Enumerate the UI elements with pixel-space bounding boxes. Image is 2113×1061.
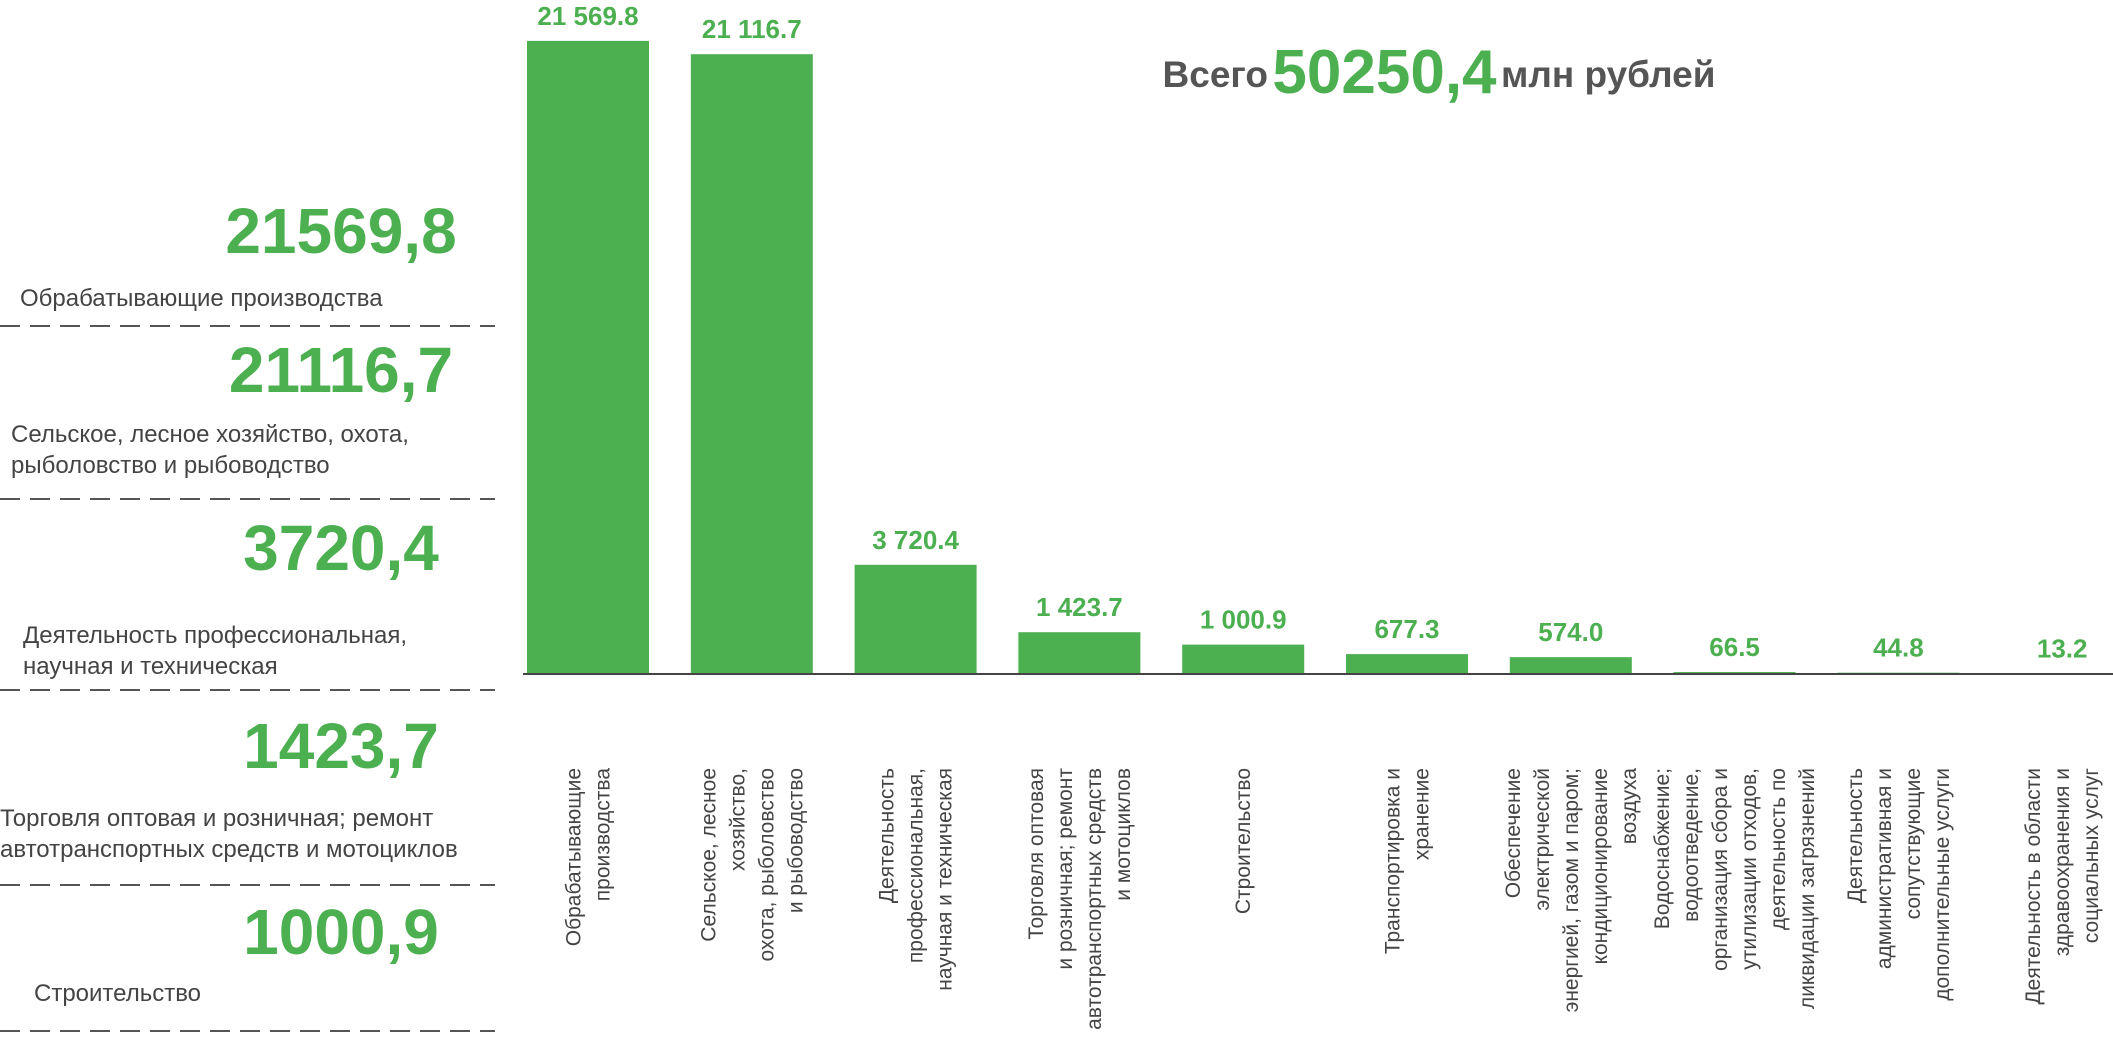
total-value: 50250,4: [1272, 38, 1497, 107]
chart: Всего 50250,4 млн рублей 21569,8 Обрабаты…: [0, 0, 2113, 1061]
bar: [1510, 657, 1632, 674]
bar: [1346, 654, 1468, 674]
bar: [527, 41, 649, 674]
value-label: 3 720.4: [872, 525, 959, 555]
side-label: Сельское, лесное хозяйство, охота,рыболо…: [11, 421, 409, 479]
category: Строительство: [1232, 768, 1255, 914]
bar: [855, 565, 977, 674]
value-label: 66.5: [1709, 632, 1760, 662]
value-label: 21 569.8: [537, 1, 638, 31]
total-prefix: Всего: [1163, 54, 1268, 95]
total: Всего 50250,4 млн рублей: [1163, 38, 1716, 107]
value-label: 1 423.7: [1036, 592, 1123, 622]
value-label: 574.0: [1538, 617, 1603, 647]
page: Всего 50250,4 млн рублей 21569,8 Обрабаты…: [0, 0, 2113, 1061]
total-unit: млн рублей: [1501, 54, 1715, 95]
value-label: 677.3: [1374, 614, 1439, 644]
side-label: Деятельность профессиональная,научная и …: [23, 622, 407, 680]
side-value: 3720,4: [243, 512, 439, 584]
bar: [691, 54, 813, 674]
x-tick-label: Строительство: [1232, 768, 1255, 914]
bar: [1018, 632, 1140, 674]
value-label: 44.8: [1873, 633, 1924, 663]
category: Водоснабжение;водоотведение,организация …: [1651, 768, 1819, 1009]
value-label: 21 116.7: [702, 14, 802, 44]
value-label: 13.2: [2037, 634, 2088, 664]
side-label: Строительство: [34, 980, 201, 1007]
bar: [1182, 645, 1304, 674]
x-tick-label: Водоснабжение;водоотведение,организация …: [1651, 768, 1819, 1009]
side-value: 1000,9: [243, 896, 439, 968]
side-label: Обрабатывающие производства: [20, 285, 383, 312]
side-value: 21116,7: [229, 334, 453, 406]
value-label: 1 000.9: [1200, 605, 1287, 635]
side-value: 1423,7: [243, 710, 439, 782]
side-value: 21569,8: [225, 195, 456, 267]
